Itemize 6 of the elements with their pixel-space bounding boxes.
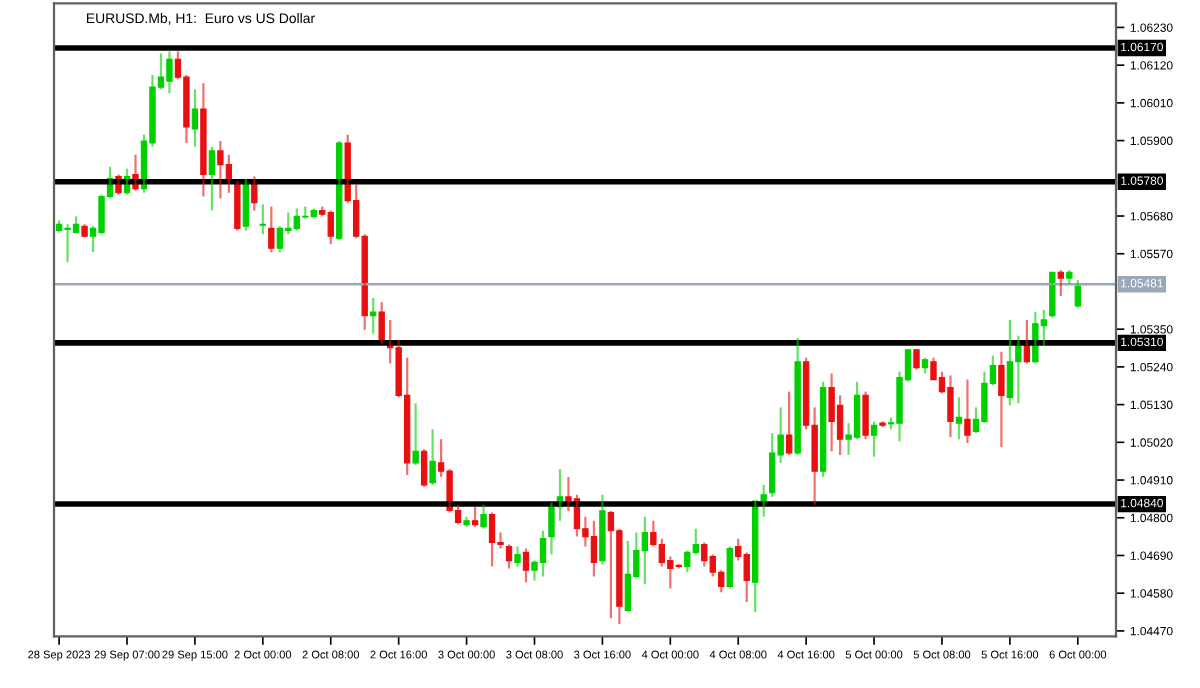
candlestick: [675, 563, 682, 570]
candlestick: [310, 207, 317, 220]
candlestick: [463, 515, 470, 528]
candlestick: [1066, 269, 1073, 286]
candlestick: [81, 223, 88, 239]
candlestick: [72, 215, 80, 235]
